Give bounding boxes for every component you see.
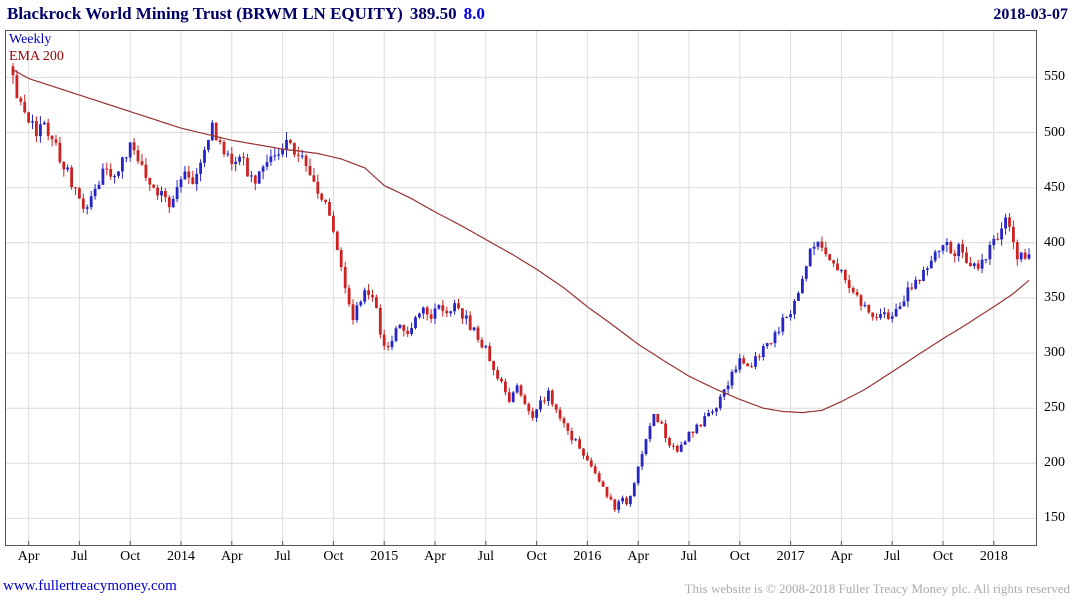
y-axis-label: 350 — [1044, 289, 1065, 305]
x-axis-label: Oct — [323, 549, 344, 564]
x-axis-label: Jul — [71, 549, 88, 564]
footer-link[interactable]: www.fullertreacymoney.com — [3, 578, 177, 594]
chart-date: 2018-03-07 — [993, 6, 1068, 23]
chart-canvas — [5, 30, 1037, 546]
y-axis-label: 400 — [1044, 234, 1065, 250]
copyright-text: This website is © 2008-2018 Fuller Treac… — [684, 581, 1070, 596]
y-axis-label: 150 — [1044, 510, 1065, 526]
y-axis-label: 300 — [1044, 345, 1065, 361]
x-axis-label: Oct — [120, 549, 141, 564]
x-axis-label: 2017 — [776, 549, 805, 564]
x-axis-label: Apr — [627, 549, 650, 564]
price-change: 8.0 — [463, 4, 485, 23]
chart-header: Blackrock World Mining Trust (BRWM LN EQ… — [7, 4, 485, 24]
x-axis-label: Jul — [680, 549, 698, 564]
x-axis-label: Apr — [220, 549, 243, 564]
x-axis-label: Oct — [932, 549, 954, 564]
y-axis-label: 200 — [1044, 455, 1065, 471]
y-axis-label: 250 — [1044, 400, 1065, 416]
y-axis-label: 550 — [1044, 69, 1065, 85]
candlestick-chart[interactable]: Weekly EMA 200 — [5, 30, 1037, 546]
x-axis-label: Apr — [424, 549, 446, 564]
x-axis-label: 2016 — [573, 549, 602, 564]
y-axis-label: 450 — [1044, 179, 1065, 195]
x-axis-label: Apr — [830, 549, 853, 564]
x-axis-label: 2014 — [167, 549, 196, 564]
x-axis-label: Jul — [477, 549, 494, 564]
x-axis-label: Apr — [17, 549, 40, 564]
y-axis-label: 500 — [1044, 124, 1065, 140]
x-axis-label: Jul — [274, 549, 291, 564]
ema-label: EMA 200 — [9, 49, 64, 64]
last-price: 389.50 — [409, 4, 457, 23]
x-axis-label: Jul — [884, 549, 901, 564]
x-axis-label: Oct — [729, 549, 750, 564]
x-axis-label: 2015 — [370, 549, 399, 564]
frequency-label: Weekly — [9, 32, 52, 47]
chart-title: Blackrock World Mining Trust (BRWM LN EQ… — [7, 4, 403, 23]
x-axis-label: Oct — [526, 549, 547, 564]
x-axis-label: 2018 — [979, 549, 1008, 564]
